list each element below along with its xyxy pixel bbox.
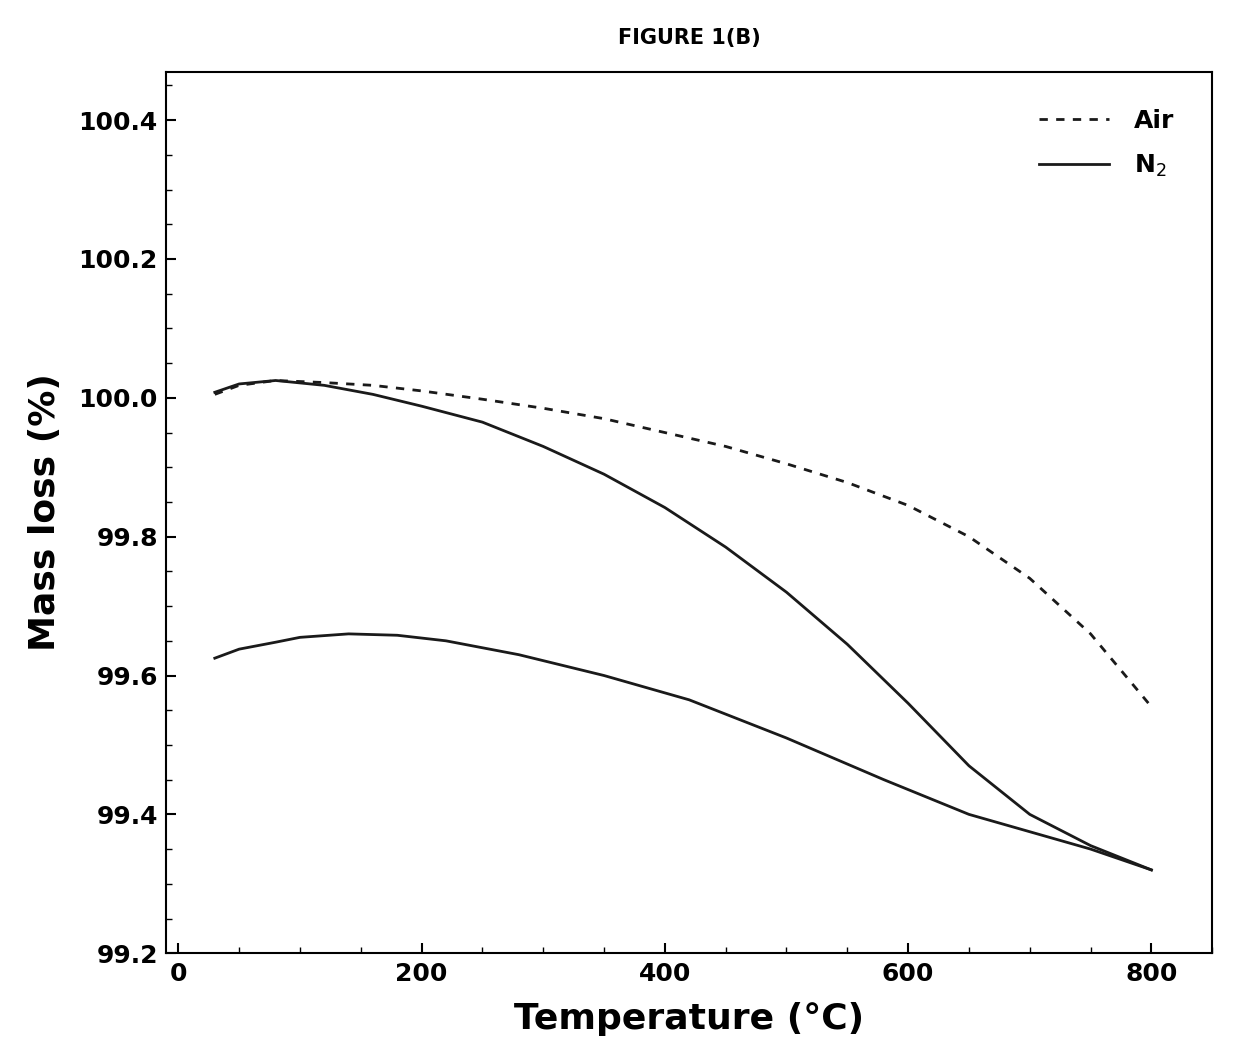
N$_2$ — [232, 378, 247, 390]
N$_2$ — [475, 416, 490, 429]
N$_2$ — [657, 501, 672, 514]
N$_2$ — [366, 388, 381, 401]
Air — [718, 440, 733, 453]
Air — [900, 499, 915, 512]
Air — [1145, 700, 1159, 713]
Title: FIGURE 1(B): FIGURE 1(B) — [618, 28, 760, 48]
X-axis label: Temperature (°C): Temperature (°C) — [515, 1002, 864, 1036]
Line: N$_2$: N$_2$ — [215, 381, 1152, 870]
N$_2$ — [779, 586, 794, 599]
Air — [475, 393, 490, 405]
Legend: Air, N$_2$: Air, N$_2$ — [1014, 84, 1200, 204]
Air — [839, 477, 854, 489]
Line: Air: Air — [215, 381, 1152, 706]
Air — [232, 379, 247, 392]
Air — [317, 377, 332, 389]
Air — [536, 402, 551, 415]
N$_2$ — [718, 541, 733, 553]
N$_2$ — [414, 400, 429, 413]
N$_2$ — [317, 379, 332, 392]
Air — [207, 388, 222, 401]
Y-axis label: Mass loss (%): Mass loss (%) — [27, 373, 62, 651]
Air — [961, 530, 976, 543]
Air — [657, 427, 672, 439]
N$_2$ — [1022, 808, 1037, 820]
N$_2$ — [961, 760, 976, 772]
N$_2$ — [900, 697, 915, 710]
Air — [268, 375, 283, 387]
Air — [1022, 572, 1037, 585]
Air — [779, 458, 794, 470]
Air — [596, 412, 611, 425]
N$_2$ — [1145, 864, 1159, 877]
N$_2$ — [596, 468, 611, 481]
N$_2$ — [1084, 839, 1099, 852]
N$_2$ — [536, 440, 551, 453]
Air — [414, 384, 429, 397]
N$_2$ — [268, 375, 283, 387]
Air — [366, 379, 381, 392]
N$_2$ — [207, 386, 222, 399]
Air — [1084, 628, 1099, 641]
N$_2$ — [839, 638, 854, 651]
